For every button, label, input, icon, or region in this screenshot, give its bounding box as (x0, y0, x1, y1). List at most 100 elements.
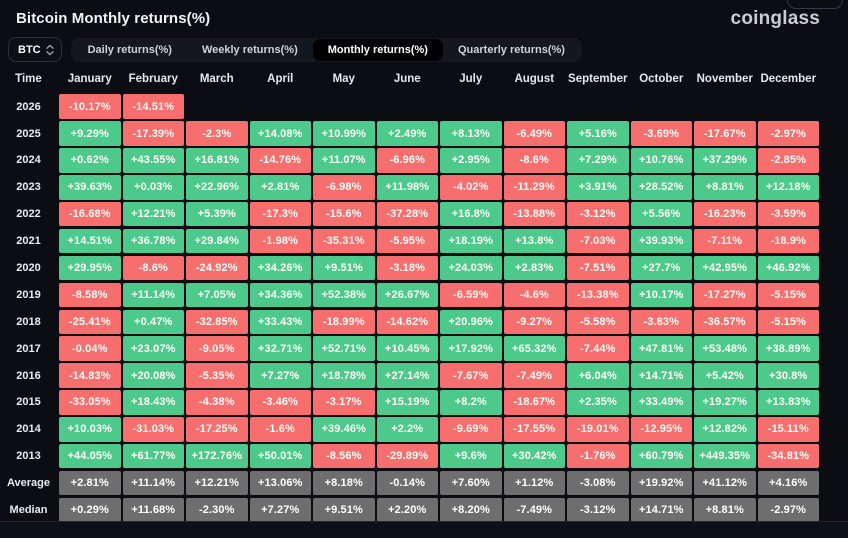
cell-2018-june: -14.62% (376, 309, 438, 335)
cell-2016-may: +18.78% (313, 363, 375, 388)
cell-average-september: -3.08% (567, 470, 629, 496)
cell-2014-september: -19.01% (567, 417, 629, 442)
cell-2026-july (440, 94, 502, 119)
cell-median-december: -2.97% (757, 497, 819, 523)
cell-2018-august: -9.27% (503, 309, 565, 335)
cell-2015-march: -4.38% (186, 390, 248, 415)
cell-2026-may (313, 94, 375, 119)
cell-2026-august (504, 94, 566, 119)
symbol-select[interactable]: BTC (8, 37, 62, 62)
cell-2022-august: -13.88% (503, 201, 565, 227)
row-label-2023: 2023 (16, 181, 41, 194)
cell-2013-september: -1.76% (567, 443, 629, 469)
cell-2022-december: -3.59% (757, 201, 819, 227)
cell-2016-november: +5.42% (694, 363, 756, 388)
cell-2015-june: +15.19% (376, 390, 438, 415)
cell-2013-june: -29.89% (376, 443, 438, 469)
cell-2013-august: +30.42% (503, 443, 565, 469)
cell-2013-december: -34.81% (757, 443, 819, 469)
tab-daily-returns[interactable]: Daily returns(%) (73, 39, 187, 61)
cell-median-april: +7.27% (249, 497, 311, 523)
cell-2022-may: -15.6% (313, 201, 375, 227)
column-header-june: June (393, 73, 421, 85)
row-label-2019: 2019 (16, 288, 41, 301)
cell-2014-april: -1.6% (249, 417, 311, 442)
cell-2014-february: -31.03% (122, 417, 184, 442)
cell-2023-january: +39.63% (59, 175, 121, 200)
cell-2017-april: +32.71% (249, 336, 311, 361)
cell-2017-march: -9.05% (186, 336, 248, 361)
cell-2019-august: -4.6% (503, 282, 565, 308)
column-header-november: November (696, 73, 753, 85)
cell-2024-november: +37.29% (694, 148, 756, 173)
cell-2022-november: -16.23% (694, 201, 756, 227)
cell-2024-march: +16.81% (186, 148, 248, 173)
cell-average-november: +41.12% (694, 470, 756, 496)
cell-2021-october: +39.93% (630, 228, 692, 254)
cell-2021-december: -18.9% (757, 228, 819, 254)
row-label-2018: 2018 (16, 315, 41, 328)
column-header-february: February (128, 73, 178, 85)
cell-2023-march: +22.96% (186, 175, 248, 200)
cell-2019-december: -5.15% (757, 282, 819, 308)
cell-2019-april: +34.36% (249, 282, 311, 308)
cell-2020-november: +42.95% (694, 255, 756, 281)
cell-2017-february: +23.07% (122, 336, 184, 361)
cell-2022-march: +5.39% (186, 201, 248, 227)
cell-2016-august: -7.49% (503, 363, 565, 388)
cell-2017-october: +47.81% (630, 336, 692, 361)
cell-2025-june: +2.49% (376, 121, 438, 146)
cell-2026-january: -10.17% (59, 94, 121, 119)
cell-2013-february: +61.77% (122, 443, 184, 469)
cell-2014-march: -17.25% (186, 417, 248, 442)
cell-average-may: +8.18% (313, 470, 375, 496)
cell-2026-february: -14.51% (122, 94, 184, 119)
cell-2016-september: +6.04% (567, 363, 629, 388)
cell-2021-february: +36.78% (122, 228, 184, 254)
cell-2024-september: +7.29% (567, 148, 629, 173)
cell-2016-february: +20.08% (122, 363, 184, 388)
column-header-march: March (199, 73, 234, 85)
returns-table: Time January February March April May June July… (0, 66, 848, 523)
column-header-december: December (760, 73, 817, 85)
row-label-2014: 2014 (16, 423, 41, 436)
cell-2018-september: -5.58% (567, 309, 629, 335)
cell-median-january: +0.29% (59, 497, 121, 523)
cropped-button-outline (787, 0, 843, 9)
cell-2023-may: -6.98% (313, 175, 375, 200)
cell-2013-march: +172.76% (186, 443, 248, 469)
cell-2020-december: +46.92% (757, 255, 819, 281)
cell-2016-july: -7.67% (440, 363, 502, 388)
cell-median-november: +8.81% (694, 497, 756, 523)
tab-monthly-returns[interactable]: Monthly returns(%) (312, 38, 443, 61)
cell-average-march: +12.21% (186, 470, 248, 496)
cell-2026-september (567, 94, 629, 119)
cell-2024-february: +43.55% (122, 148, 184, 173)
row-label-2025: 2025 (16, 127, 41, 140)
cell-2015-april: -3.46% (249, 390, 311, 415)
cell-median-march: -2.30% (186, 497, 248, 523)
cell-2014-may: +39.46% (313, 417, 375, 442)
cell-2016-june: +27.14% (376, 363, 438, 388)
column-header-august: August (514, 73, 555, 85)
cell-2020-july: +24.03% (440, 255, 502, 281)
cell-2020-february: -8.6% (122, 255, 184, 281)
cell-2015-may: -3.17% (313, 390, 375, 415)
cell-2024-may: +11.07% (313, 148, 375, 173)
tab-weekly-returns[interactable]: Weekly returns(%) (187, 39, 313, 61)
cell-2020-september: -7.51% (567, 255, 629, 281)
tab-quarterly-returns[interactable]: Quarterly returns(%) (443, 39, 580, 61)
cell-2019-february: +11.14% (122, 282, 184, 308)
cell-2019-september: -13.38% (567, 282, 629, 308)
row-label-2020: 2020 (16, 261, 41, 274)
cell-median-june: +2.20% (376, 497, 438, 523)
cell-2019-may: +52.38% (313, 282, 375, 308)
cell-2016-october: +14.71% (630, 363, 692, 388)
cell-2025-may: +10.99% (313, 121, 375, 146)
cell-2015-december: +13.83% (757, 390, 819, 415)
cell-2024-april: -14.76% (249, 148, 311, 173)
cell-2024-january: +0.62% (59, 148, 121, 173)
coinglass-logo[interactable]: coinglass (730, 8, 820, 29)
cell-2022-january: -16.68% (59, 201, 121, 227)
